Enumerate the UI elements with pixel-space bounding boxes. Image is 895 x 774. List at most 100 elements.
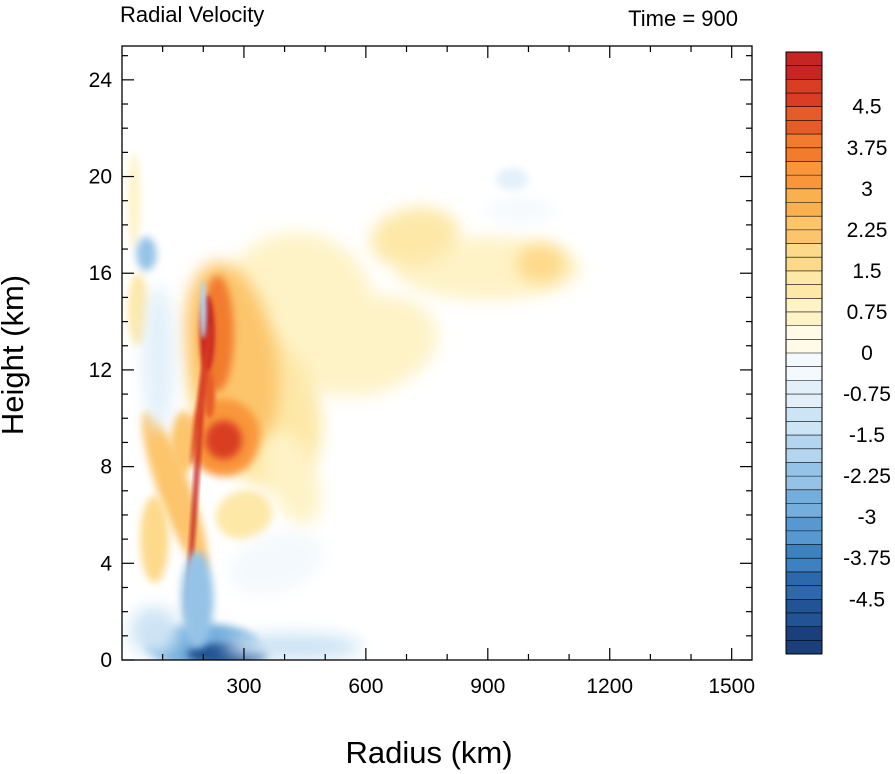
velocity-field [122,46,752,660]
colorbar-bin [786,257,822,272]
colorbar-bin [786,65,822,80]
colorbar-bin [786,517,822,532]
colorbar-bin [786,476,822,491]
y-tick-label: 8 [100,456,112,479]
colorbar-bin [786,284,822,299]
colorbar-bin [786,394,822,409]
colorbar-label: 0.75 [847,301,888,324]
chart-title-left: Radial Velocity [120,2,264,27]
colorbar-label: 4.5 [852,96,881,119]
colorbar-bin [786,380,822,395]
field-blob [223,633,362,660]
y-axis: 0 4 8 12 16 20 24 [89,55,752,672]
colorbar-bin [786,52,822,66]
colorbar-bin [786,558,822,573]
field-blob [516,244,566,283]
colorbar-bin [786,626,822,641]
colorbar-bin [786,79,822,94]
field-blob [264,432,321,525]
colorbar-label: -2.25 [843,465,891,488]
colorbar-bin [786,585,822,600]
field-blob [203,369,216,419]
x-tick-label: 300 [226,675,261,698]
colorbar-bin [786,298,822,313]
colorbar-bin [786,270,822,285]
y-axis-title: Height (km) [0,275,30,435]
colorbar-bin [786,489,822,504]
colorbar-bin [786,120,822,135]
colorbar: 4.5 3.75 3 2.25 1.5 0.75 0 -0.75 -1.5 -2.25 -3 -3.7… [785,51,891,655]
colorbar-bin [786,640,822,655]
colorbar-bin [786,147,822,162]
colorbar-label: -1.5 [849,424,885,447]
colorbar-bin [786,311,822,326]
colorbar-bin [786,161,822,176]
colorbar-bin [786,106,822,121]
field-blob [215,490,273,540]
colorbar-bin [786,366,822,381]
colorbar-label: -0.75 [843,383,891,406]
colorbar-label: -3 [858,506,877,529]
x-tick-label: 1500 [708,675,755,698]
field-blob [229,531,324,596]
colorbar-bin [786,571,822,586]
colorbar-bin [786,612,822,627]
colorbar-label: -3.75 [843,547,891,570]
colorbar-bin [786,448,822,463]
y-tick-label: 16 [89,262,112,285]
field-blob [142,285,175,431]
y-tick-label: 12 [89,359,112,382]
colorbar-bin [786,462,822,477]
field-blob [128,152,141,250]
colorbar-label: 0 [861,342,873,365]
colorbar-bin [786,421,822,436]
colorbar-bin [786,216,822,231]
x-tick-label: 1200 [586,675,633,698]
y-tick-label: 24 [89,69,113,92]
colorbar-bin [786,243,822,258]
chart-title-right: Time = 900 [628,6,738,31]
colorbar-bin [786,435,822,450]
colorbar-bin [786,93,822,108]
colorbar-bin [786,530,822,545]
x-axis-title: Radius (km) [345,735,512,770]
field-blob [130,606,179,656]
colorbar-bin [786,229,822,244]
colorbar-label: -4.5 [849,588,885,611]
field-blob [483,198,557,223]
x-tick-label: 900 [470,675,505,698]
field-blob [180,551,214,648]
colorbar-label: 2.25 [847,219,888,242]
field-blob [190,322,212,466]
colorbar-bin [786,599,822,614]
colorbar-bin [786,134,822,149]
field-blob [370,207,459,267]
colorbar-frame [785,51,823,655]
field-blob [200,280,207,339]
field-blob [205,420,242,460]
y-tick-label: 0 [100,649,112,672]
field-blob [140,495,169,583]
field-blob [136,236,157,271]
colorbar-bin [786,175,822,190]
field-blob [294,295,438,397]
colorbar-bin [786,325,822,340]
colorbar-bin [786,188,822,203]
y-tick-label: 4 [100,552,112,575]
colorbar-label: 1.5 [852,260,881,283]
colorbar-label: 3 [861,178,873,201]
field-blob [170,411,196,474]
colorbar-bin [786,339,822,354]
field-blob [495,168,529,190]
x-tick-label: 600 [348,675,383,698]
plot-frame [121,45,753,661]
colorbar-bin [786,353,822,367]
colorbar-bin [786,202,822,217]
colorbar-bin [786,544,822,559]
x-axis: 300 600 900 1200 1500 [162,46,755,698]
colorbar-label: 3.75 [847,137,888,160]
field-blob [186,353,206,619]
colorbar-bin [786,503,822,518]
y-tick-label: 20 [89,166,112,189]
